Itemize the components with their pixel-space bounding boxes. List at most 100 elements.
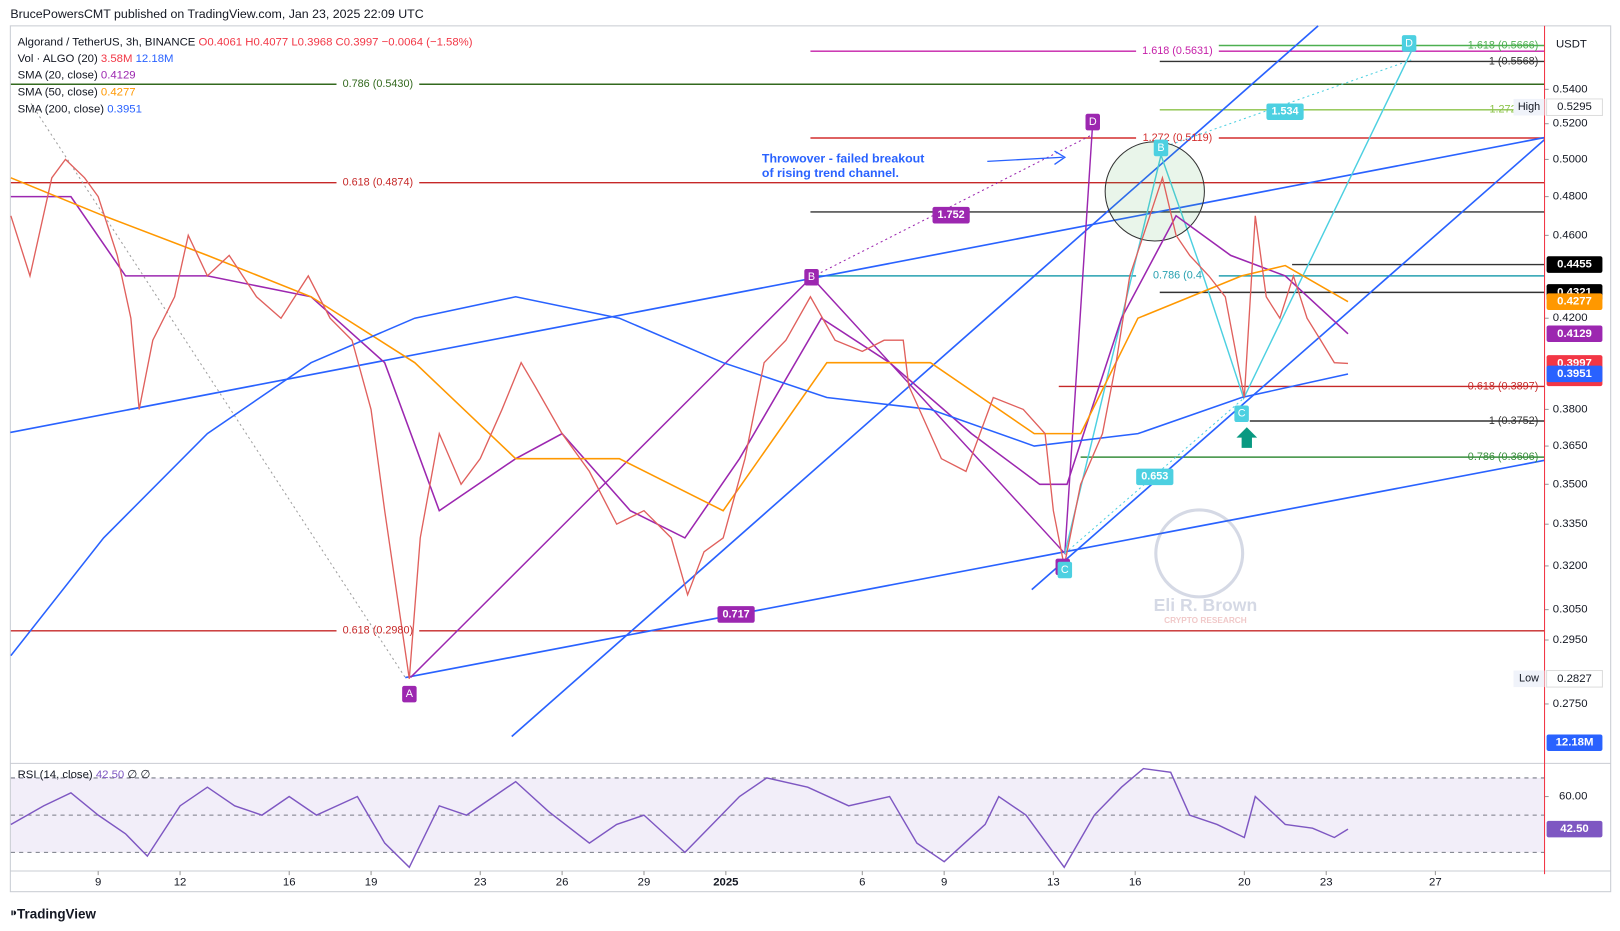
- watermark-sub: CRYPTO RESEARCH: [1164, 616, 1247, 625]
- x-tick-label: 27: [1429, 876, 1442, 888]
- price-tag-label: 0.4455: [1557, 259, 1592, 271]
- ohlc: C0.3997: [336, 36, 379, 48]
- ohlc: O0.4061: [199, 36, 243, 48]
- watermark: Eli R. Brown CRYPTO RESEARCH: [1154, 508, 1257, 625]
- fib-label: 0.618 (0.4874): [343, 177, 414, 189]
- pattern-point: [1057, 561, 1073, 579]
- price-tag: [1546, 670, 1603, 688]
- pattern-point: [1401, 35, 1417, 52]
- x-tick-label: 13: [1047, 876, 1060, 888]
- volume-tag: [1546, 734, 1603, 752]
- pattern-label: D: [1405, 37, 1413, 49]
- price-tag: [1546, 256, 1603, 273]
- annotation: of rising trend channel.: [762, 166, 899, 180]
- sma-line: [10, 177, 1349, 512]
- watermark-logo: [1154, 508, 1245, 599]
- ratio-box: [932, 206, 970, 224]
- pattern-label: C: [1061, 564, 1069, 576]
- rsi-extra: ∅ ∅: [127, 769, 150, 781]
- legend-value: 0.3951: [107, 104, 142, 116]
- fib-label: 0.786 (0.5430): [343, 78, 414, 90]
- price-tag-label: 0.5295: [1557, 101, 1592, 113]
- price-tag-note: High: [1518, 101, 1540, 113]
- trend-line: [1031, 139, 1546, 591]
- x-tick-label: 23: [1320, 876, 1333, 888]
- pattern-label: C: [1238, 408, 1246, 420]
- volume-value: 12.18M: [136, 53, 174, 65]
- abcd-dotted: [1064, 397, 1245, 554]
- legend-name: SMA (20, close): [18, 70, 98, 82]
- pattern-label: D: [1089, 116, 1097, 128]
- drawings: [10, 25, 1546, 875]
- y-tick-label: 0.3800: [1553, 403, 1588, 415]
- pattern-label: B: [808, 271, 815, 283]
- price-tag-label: 0.4277: [1557, 296, 1592, 308]
- rsi-line: [10, 767, 1349, 869]
- rsi-legend: RSI (14, close) 42.50 ∅ ∅: [18, 769, 151, 781]
- fib-levels: [10, 43, 1545, 639]
- legend-volume: Vol · ALGO (20) 3.58M 12.18M: [18, 53, 174, 65]
- y-tick-label: 0.5200: [1553, 118, 1588, 130]
- y-tick-label: 0.3650: [1553, 440, 1588, 452]
- label-bg: [336, 623, 420, 639]
- ohlc: H0.4077: [245, 36, 288, 48]
- change: −0.0064 (−1.58%): [382, 36, 473, 48]
- fib-label: 0.786 (0.4: [1153, 270, 1202, 282]
- pattern-label: A: [406, 688, 414, 700]
- x-tick-label: 19: [365, 876, 378, 888]
- fib-label: 1.272 (0.5119): [1143, 132, 1213, 144]
- x-tick-label: 9: [941, 876, 947, 888]
- footer-logo: ⁍TradingView: [10, 906, 96, 921]
- y-tick-label: 0.2950: [1553, 634, 1588, 646]
- legend-entry: SMA (20, close) 0.4129: [18, 70, 136, 82]
- label-bg: [336, 77, 420, 92]
- x-tick-label: 2025: [713, 876, 738, 888]
- ratio-box: [1266, 103, 1304, 120]
- currency: USDT: [1556, 38, 1587, 50]
- x-tick-label: 12: [174, 876, 187, 888]
- ratio-label: 1.534: [1271, 106, 1298, 118]
- legend-symbol: Algorand / TetherUS, 3h, BINANCE O0.4061…: [18, 36, 473, 48]
- fib-label: 0.618 (0.2980): [343, 625, 414, 637]
- y-tick-label: 0.2750: [1553, 698, 1588, 710]
- arrow: [987, 156, 1063, 163]
- legend-value: 0.4129: [101, 70, 136, 82]
- x-tick-label: 16: [1129, 876, 1142, 888]
- ratio-box: [1136, 468, 1174, 486]
- ratio-label: 0.653: [1141, 471, 1168, 483]
- abcd-pattern: [409, 122, 1094, 679]
- abcd-pattern: [1064, 51, 1412, 554]
- price-tag: [1546, 365, 1603, 383]
- rsi-tag-label: 42.50: [1560, 823, 1588, 835]
- price-tag-label: 0.2827: [1557, 673, 1592, 685]
- sma-line: [10, 195, 1349, 539]
- y-tick-label: 0.3350: [1553, 518, 1588, 530]
- x-tick-label: 23: [474, 876, 487, 888]
- y-tick-label: 0.3200: [1553, 560, 1588, 572]
- frame: [9, 25, 1612, 893]
- pattern-point: [1153, 139, 1169, 157]
- labels: 0.5400 0.5200 0.5000 0.4800 0.4600 0.4200 0.38…: [95, 35, 1603, 888]
- volume-tag-label: 12.18M: [1556, 737, 1594, 749]
- y-tick-label: 0.4200: [1553, 312, 1588, 324]
- x-tick-label: 6: [859, 876, 865, 888]
- trend-line: [511, 25, 1319, 738]
- fib-label: 1.618 (0.5666): [1468, 39, 1539, 51]
- price-line: [10, 158, 1349, 679]
- ratio-label: 1.752: [938, 209, 965, 221]
- price-tag: [1546, 98, 1603, 117]
- rsi-tag: [1546, 820, 1603, 838]
- price-tag: [1546, 325, 1603, 343]
- note-bg: [1513, 670, 1545, 688]
- volume-name: Vol · ALGO (20): [18, 53, 98, 65]
- annotation: Throwover - failed breakout: [762, 152, 924, 166]
- fib-label: 1 (0.5568): [1489, 55, 1538, 67]
- arrow-head: [1054, 150, 1067, 166]
- legend-entry: SMA (200, close) 0.3951: [18, 104, 142, 116]
- fib-label: 1.618 (0.5631): [1142, 45, 1213, 57]
- fib-label: 0.618 (0.3897): [1468, 380, 1539, 392]
- x-tick-label: 20: [1238, 876, 1251, 888]
- y-tick-label: 0.4600: [1553, 229, 1588, 241]
